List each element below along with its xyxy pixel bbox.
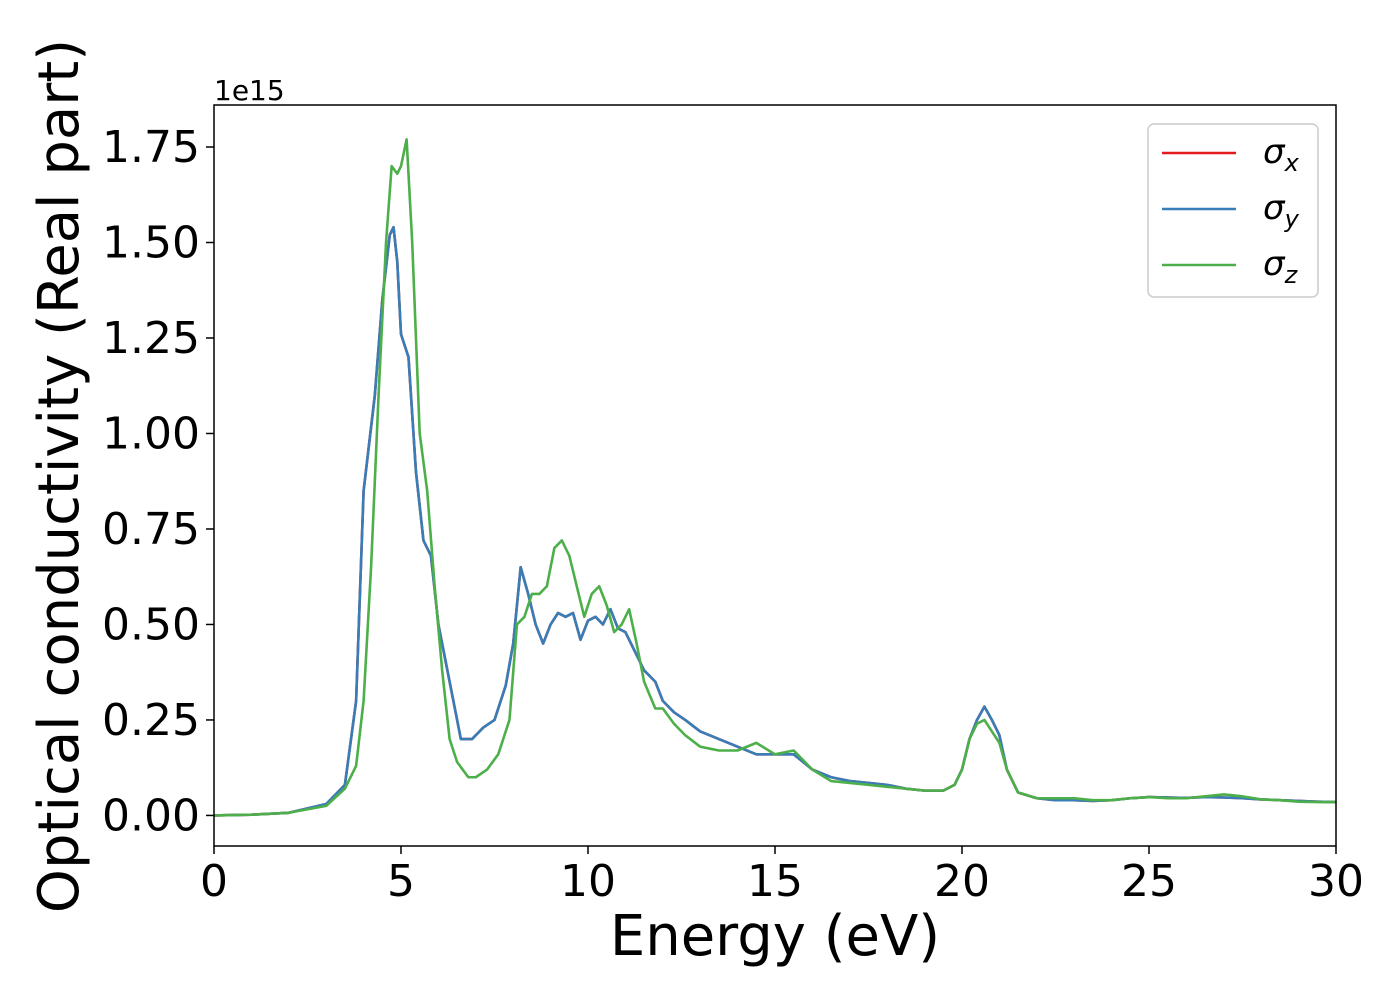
x-tick-label: 0 bbox=[200, 856, 228, 907]
y-tick-label: 0.00 bbox=[102, 790, 200, 841]
y-axis-title: Optical conductivity (Real part) bbox=[27, 39, 92, 913]
series-layer bbox=[213, 138, 1337, 817]
legend-label-sigma-x: σx bbox=[1263, 132, 1300, 177]
legend: σx σy σz bbox=[1147, 123, 1319, 298]
x-axis-title: Energy (eV) bbox=[610, 904, 940, 969]
legend-label-sigma-y: σy bbox=[1263, 188, 1300, 233]
y-tick-label: 1.50 bbox=[102, 218, 200, 269]
y-tick-label: 0.25 bbox=[102, 695, 200, 746]
y-tick-label: 1.75 bbox=[102, 122, 200, 173]
x-tick-label: 20 bbox=[934, 856, 990, 907]
x-axis-ticks: 0 5 10 15 20 25 30 bbox=[200, 846, 1364, 907]
x-tick-label: 25 bbox=[1121, 856, 1177, 907]
x-tick-label: 10 bbox=[560, 856, 616, 907]
series-line-sigma-z bbox=[213, 138, 1336, 817]
y-tick-label: 0.50 bbox=[102, 599, 200, 650]
y-tick-label: 0.75 bbox=[102, 504, 200, 555]
series-line-sigma-y bbox=[213, 225, 1337, 817]
y-axis-ticks: 0.00 0.25 0.50 0.75 1.00 1.25 1.50 1.75 bbox=[102, 122, 214, 841]
legend-box bbox=[1147, 123, 1319, 298]
x-tick-label: 15 bbox=[747, 856, 803, 907]
y-tick-label: 1.25 bbox=[102, 313, 200, 364]
x-tick-label: 30 bbox=[1308, 856, 1364, 907]
y-axis-offset-label: 1e15 bbox=[214, 74, 285, 107]
y-tick-label: 1.00 bbox=[102, 408, 200, 459]
x-tick-label: 5 bbox=[387, 856, 415, 907]
legend-label-sigma-z: σz bbox=[1263, 244, 1299, 289]
